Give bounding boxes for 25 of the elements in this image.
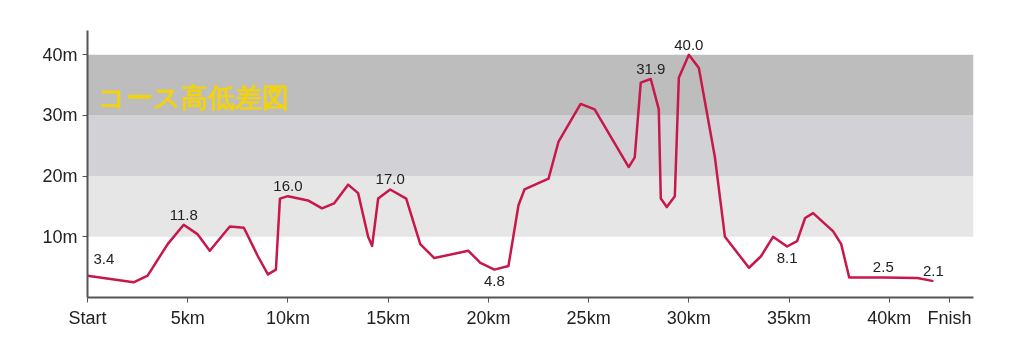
x-tick-label: 10km	[265, 307, 310, 328]
x-tick-label: 35km	[767, 307, 812, 328]
annotation: 11.8	[169, 205, 198, 223]
y-tick-label: 30m	[42, 105, 78, 126]
x-tick-label: 15km	[366, 307, 411, 328]
y-tick-label: 40m	[42, 44, 78, 65]
annotation: 40.0	[674, 35, 704, 53]
y-tick-label: 10m	[42, 226, 78, 247]
x-tick-label: 20km	[466, 307, 511, 328]
annotation: 17.0	[375, 170, 405, 188]
text: コース高低差図	[97, 82, 289, 113]
y-tick-label: 20m	[42, 166, 78, 187]
x-tick-label: Start	[68, 307, 107, 328]
annotation: 2.5	[872, 258, 894, 276]
annotation: 2.1	[922, 262, 944, 280]
annotation: 4.8	[483, 271, 505, 289]
x-tick-label: 40km	[867, 307, 912, 328]
annotation: 31.9	[636, 60, 666, 78]
x-tick-label: Fnish	[927, 307, 972, 328]
x-tick-label: 30km	[666, 307, 711, 328]
annotation: 16.0	[273, 177, 303, 195]
x-tick-label: 25km	[566, 307, 611, 328]
annotation: 8.1	[776, 248, 798, 266]
x-tick-label: 5km	[170, 307, 205, 328]
annotation: 3.4	[93, 249, 115, 267]
